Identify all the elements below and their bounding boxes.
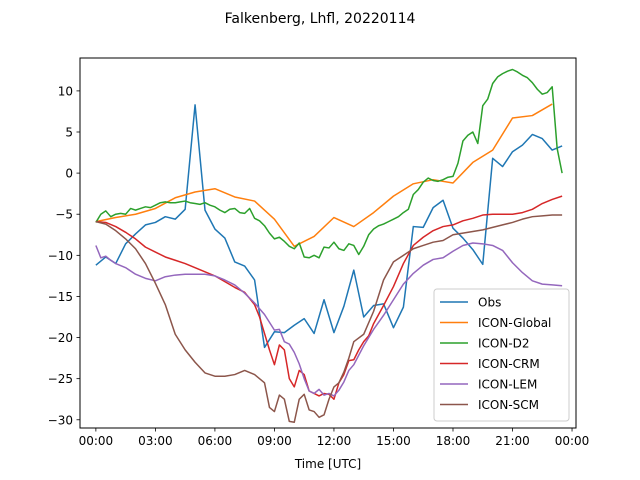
x-tick-label: 03:00 xyxy=(138,434,173,448)
legend: Obs ICON-Global ICON-D2 ICON-CRM ICON-LEM ICO… xyxy=(433,288,570,422)
legend-entry: ICON-Global xyxy=(478,316,551,330)
y-tick-label: 0 xyxy=(65,167,73,181)
y-tick-label: 10 xyxy=(58,84,73,98)
axes-frame xyxy=(79,57,577,429)
legend-entry: ICON-LEM xyxy=(478,378,537,392)
legend-entry: Obs xyxy=(478,296,501,310)
legend-entry: ICON-D2 xyxy=(478,337,530,351)
y-tick-label: −20 xyxy=(48,331,73,345)
legend-entry: ICON-CRM xyxy=(478,357,540,371)
x-tick-label: 21:00 xyxy=(495,434,530,448)
y-tick-label: 5 xyxy=(65,126,73,140)
x-tick-label: 06:00 xyxy=(198,434,233,448)
y-tick-label: −5 xyxy=(55,208,73,222)
series-line-icon-d2 xyxy=(95,68,563,259)
x-tick-label: 00:00 xyxy=(555,434,590,448)
series-line-icon-lem xyxy=(95,242,563,397)
legend-entry: ICON-SCM xyxy=(478,398,539,412)
y-tick-label: −15 xyxy=(48,290,73,304)
x-axis-label: Time [UTC] xyxy=(294,457,361,471)
x-tick-label: 15:00 xyxy=(376,434,411,448)
series-line-icon-crm xyxy=(95,195,563,400)
y-tick-label: −25 xyxy=(48,372,73,386)
chart-title: Falkenberg, Lhfl, 20220114 xyxy=(225,11,416,27)
y-tick-label: −30 xyxy=(48,413,73,427)
x-tick-label: 18:00 xyxy=(436,434,471,448)
series-layer xyxy=(95,68,563,423)
x-axis: 00:00 03:00 06:00 09:00 12:00 15:00 18:00 21:00… xyxy=(79,428,590,448)
y-axis: −30 −25 −20 −15 −10 −5 0 5 10 xyxy=(48,84,80,427)
x-tick-label: 12:00 xyxy=(317,434,352,448)
y-tick-label: −10 xyxy=(48,249,73,263)
series-line-obs xyxy=(95,104,563,349)
series-line-icon-scm xyxy=(95,214,563,423)
x-tick-label: 09:00 xyxy=(257,434,292,448)
x-tick-label: 00:00 xyxy=(79,434,114,448)
series-line-icon-global xyxy=(95,103,553,248)
